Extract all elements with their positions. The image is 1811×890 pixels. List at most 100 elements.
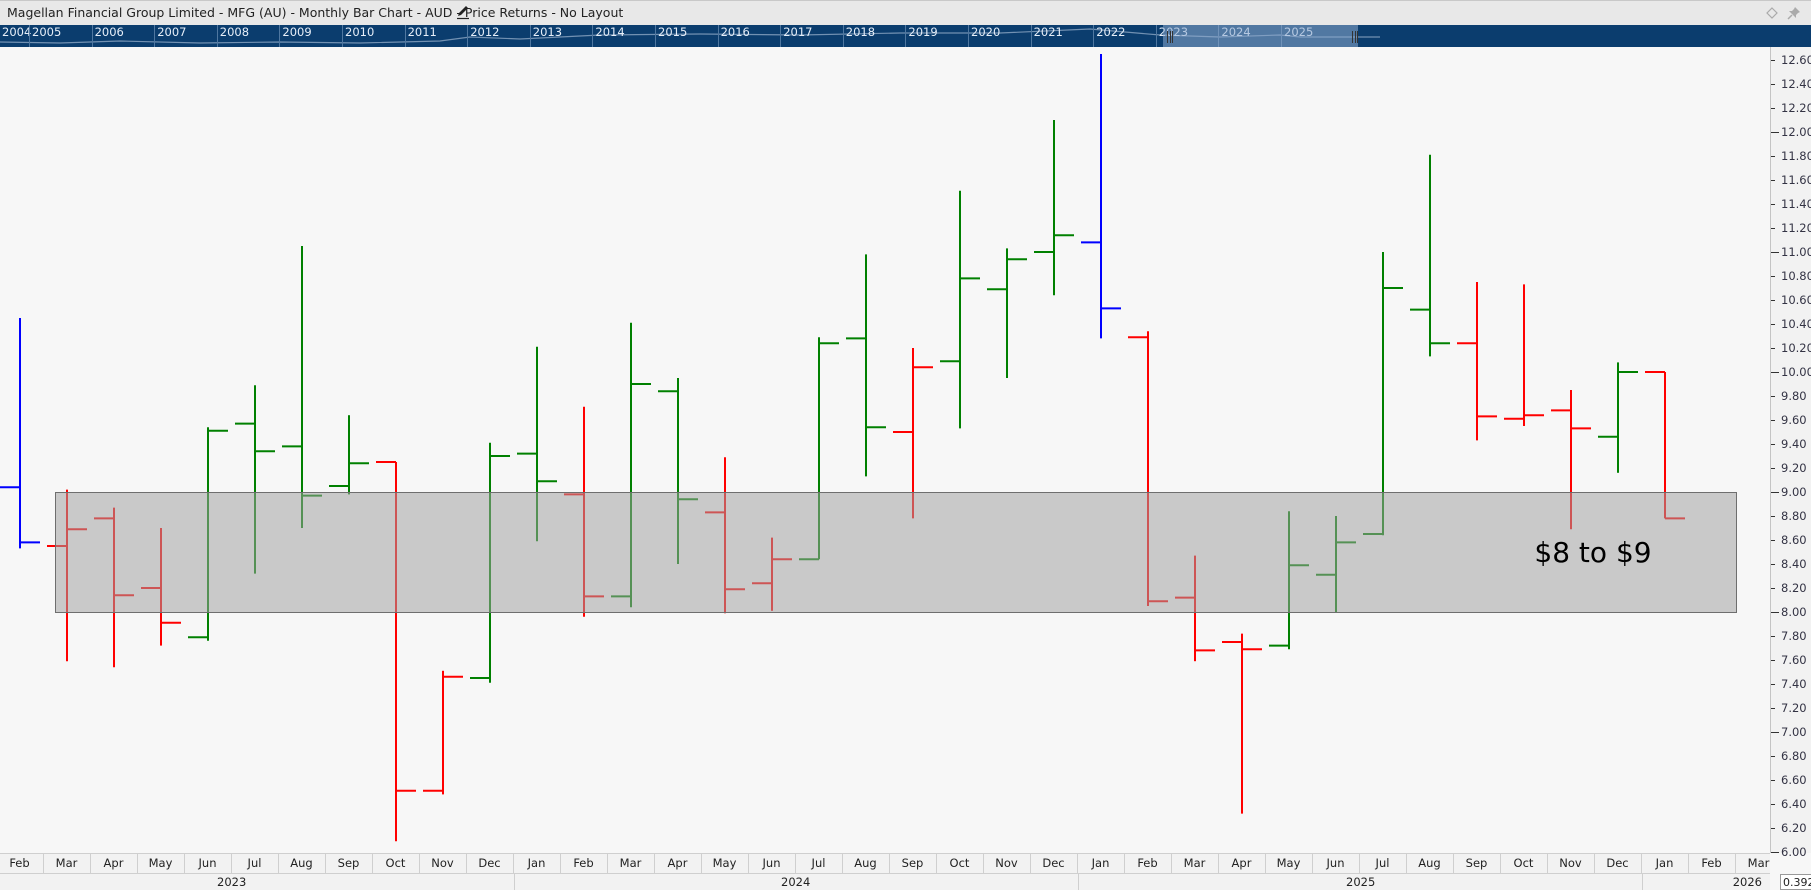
y-tick-mark [1771,204,1775,205]
year-label: 2025 [1346,875,1376,889]
date-range-navigator[interactable]: 2004 2005 2006 2007 2008 2009 2010 2011 2012 2013… [0,25,1811,47]
ohlc-bar[interactable] [1034,120,1074,296]
y-tick-label: 6.60 [1781,773,1807,787]
y-tick-label: 9.60 [1781,413,1807,427]
ohlc-bar[interactable] [1598,362,1638,473]
x-tick-label: Nov [984,854,1031,873]
navigator-year-2007[interactable]: 2007 [154,25,217,47]
y-tick-mark [1771,756,1775,757]
x-tick-label: Mar [1172,854,1219,873]
ohlc-bar[interactable] [1504,284,1544,426]
y-tick-mark [1771,708,1775,709]
edit-pencil-icon[interactable] [455,4,471,20]
navigator-left-handle[interactable] [1167,31,1173,43]
y-tick-mark [1771,108,1775,109]
y-tick-mark [1771,660,1775,661]
x-tick-label: Feb [561,854,608,873]
x-tick-label: Jun [749,854,796,873]
navigator-year-2022[interactable]: 2022 [1093,25,1156,47]
x-tick-label: Jun [1313,854,1360,873]
y-tick-mark [1771,564,1775,565]
y-tick-label: 12.40 [1781,77,1811,91]
navigator-year-2020[interactable]: 2020 [968,25,1031,47]
ohlc-bar[interactable] [987,248,1027,378]
navigator-year-2016[interactable]: 2016 [717,25,781,47]
y-tick-label: 10.00 [1781,365,1811,379]
navigator-year-2018[interactable]: 2018 [842,25,906,47]
x-tick-label: Apr [91,854,138,873]
y-tick-label: 6.80 [1781,749,1807,763]
year-label: 2024 [781,875,811,889]
x-tick-label: Aug [1407,854,1454,873]
x-tick-label: Sep [1454,854,1501,873]
y-tick-mark [1771,588,1775,589]
navigator-year-2012[interactable]: 2012 [467,25,530,47]
y-tick-mark [1771,372,1779,373]
x-tick-label: Nov [420,854,467,873]
ohlc-bar[interactable] [329,415,369,495]
navigator-selected-window[interactable] [1163,25,1358,47]
y-tick-label: 6.00 [1781,845,1807,859]
price-axis[interactable]: 6.00 6.20 6.40 6.60 6.80 7.00 7.20 7.40 7.60 7.80… [1770,47,1811,859]
chart-title: Magellan Financial Group Limited - MFG (… [7,5,624,20]
y-tick-label: 10.60 [1781,293,1811,307]
ohlc-bar[interactable] [1457,282,1497,441]
y-tick-mark [1771,780,1775,781]
y-tick-mark [1771,420,1775,421]
y-tick-label: 10.20 [1781,341,1811,355]
y-tick-label: 8.20 [1781,581,1807,595]
navigator-year-2010[interactable]: 2010 [342,25,405,47]
y-tick-label: 9.80 [1781,389,1807,403]
y-tick-mark [1771,60,1775,61]
ohlc-bar[interactable] [1081,54,1121,339]
y-tick-mark [1771,396,1775,397]
navigator-year-2014[interactable]: 2014 [592,25,655,47]
ohlc-bar[interactable] [893,348,933,519]
y-tick-label: 7.00 [1781,725,1807,739]
ohlc-bar[interactable] [846,254,886,477]
price-chart[interactable]: $8 to $9 [0,47,1770,853]
diamond-icon[interactable] [1766,7,1778,19]
navigator-year-2004[interactable]: 2004 [2,25,32,39]
y-tick-mark [1771,828,1775,829]
x-tick-label: Mar [1736,854,1771,873]
y-tick-mark [1771,684,1775,685]
navigator-year-2017[interactable]: 2017 [780,25,843,47]
ohlc-bar[interactable] [1222,633,1262,814]
navigator-year-2006[interactable]: 2006 [91,25,155,47]
pin-icon[interactable] [1786,5,1802,21]
navigator-year-2019[interactable]: 2019 [905,25,968,47]
y-tick-mark [1771,324,1775,325]
x-tick-label: Sep [326,854,373,873]
navigator-year-2015[interactable]: 2015 [655,25,718,47]
ohlc-bar[interactable] [0,318,40,549]
x-tick-label: Sep [890,854,937,873]
ohlc-bar[interactable] [423,670,463,795]
x-tick-label: Aug [279,854,326,873]
navigator-year-2008[interactable]: 2008 [216,25,280,47]
navigator-right-handle[interactable] [1352,31,1358,43]
y-tick-label: 11.80 [1781,149,1811,163]
price-zone-label: $8 to $9 [1534,536,1651,569]
navigator-year-2009[interactable]: 2009 [279,25,342,47]
x-tick-label: Oct [1501,854,1548,873]
price-zone-rectangle[interactable] [55,492,1737,613]
x-tick-label: Apr [655,854,702,873]
x-tick-label: Aug [843,854,890,873]
y-tick-mark [1771,852,1779,853]
x-tick-label: May [1266,854,1313,873]
navigator-year-2021[interactable]: 2021 [1030,25,1094,47]
ohlc-bar[interactable] [940,190,980,429]
navigator-year-2011[interactable]: 2011 [404,25,468,47]
y-tick-mark [1771,516,1775,517]
month-axis[interactable]: Feb Mar Apr May Jun Jul Aug Sep Oct Nov Dec Jan Feb M… [0,853,1770,874]
x-tick-label: Jan [1642,854,1689,873]
y-tick-label: 7.80 [1781,629,1807,643]
year-separator [513,874,515,890]
navigator-year-2005[interactable]: 2005 [29,25,92,47]
y-tick-mark [1771,252,1779,253]
navigator-year-2013[interactable]: 2013 [529,25,593,47]
x-tick-label: Jan [1078,854,1125,873]
ohlc-bar[interactable] [1410,154,1450,357]
y-tick-mark [1771,276,1775,277]
